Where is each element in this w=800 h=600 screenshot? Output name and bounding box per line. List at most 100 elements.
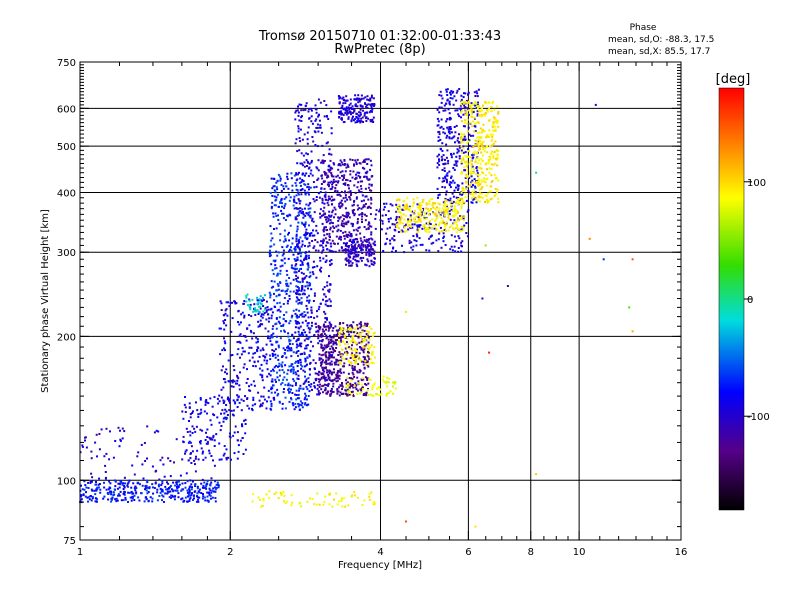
y-tick-label: 500 [57,142,76,153]
data-point [335,235,338,238]
data-point [332,340,334,343]
data-point [330,180,333,183]
data-point [399,220,402,223]
data-point [423,212,426,215]
data-point [340,112,343,115]
data-point [230,458,232,461]
data-point [122,499,125,502]
data-point [233,380,236,383]
data-point [325,241,328,244]
data-point [475,152,478,155]
data-point [335,225,338,228]
data-point [323,160,326,163]
data-point [477,178,480,180]
data-point [444,186,446,189]
data-point [433,227,436,230]
data-point [462,113,465,116]
data-point [476,107,479,110]
data-point [449,201,452,204]
data-point [228,409,231,412]
data-point [372,502,375,505]
data-point [299,361,302,364]
data-point [294,142,297,145]
data-point [228,399,230,402]
data-point [411,205,414,207]
data-point [361,105,364,108]
data-point [461,171,464,174]
data-point [325,218,328,221]
data-point [481,141,484,144]
data-point [321,177,324,180]
data-point [398,208,401,211]
data-point [454,208,457,211]
data-point [274,199,277,202]
data-point [181,497,184,500]
data-point [506,285,509,287]
data-point [354,354,357,357]
data-point [295,218,298,221]
data-point [482,140,485,143]
data-point [300,345,303,348]
data-point [306,131,309,134]
data-point [305,394,307,397]
data-point [352,209,355,211]
data-point [346,249,349,252]
data-point [425,203,428,206]
data-point [343,333,346,336]
data-point [445,190,448,193]
data-point [284,383,287,386]
data-point [358,111,361,114]
data-point [343,362,346,365]
data-point [437,120,440,123]
data-point [216,481,219,484]
data-point [357,174,360,177]
data-point [277,346,280,349]
data-point [403,218,406,221]
data-point [306,165,308,167]
data-point [320,240,323,243]
data-point [270,239,273,242]
data-point [127,481,130,484]
data-point [299,384,302,387]
data-point [490,106,493,108]
data-point [293,195,296,198]
data-point [490,167,493,170]
data-point [328,290,331,293]
data-point [201,497,204,500]
data-point [104,471,107,473]
data-point [475,157,477,160]
data-point [345,235,348,238]
data-point [307,264,310,267]
data-point [327,195,330,198]
data-point [210,481,213,484]
data-point [365,172,368,175]
data-point [353,376,356,378]
data-point [369,251,372,253]
data-point [319,216,322,219]
data-point [445,136,448,139]
data-point [465,99,468,102]
data-point [196,496,199,499]
data-point [338,374,341,377]
data-point [341,106,344,109]
data-point [140,492,143,495]
data-point [127,501,129,503]
data-point [355,384,358,387]
data-point [492,120,495,123]
data-point [259,323,262,326]
data-point [208,452,211,455]
data-point [350,251,353,254]
data-point [467,155,470,158]
data-point [631,258,634,261]
data-point [358,382,361,385]
data-point [335,329,338,332]
data-point [225,301,228,304]
data-point [298,103,301,106]
data-point [315,118,318,121]
data-point [270,402,273,405]
data-point [485,184,488,187]
data-point [254,309,257,311]
data-point [323,344,326,347]
data-point [297,374,300,377]
data-point [187,493,190,496]
